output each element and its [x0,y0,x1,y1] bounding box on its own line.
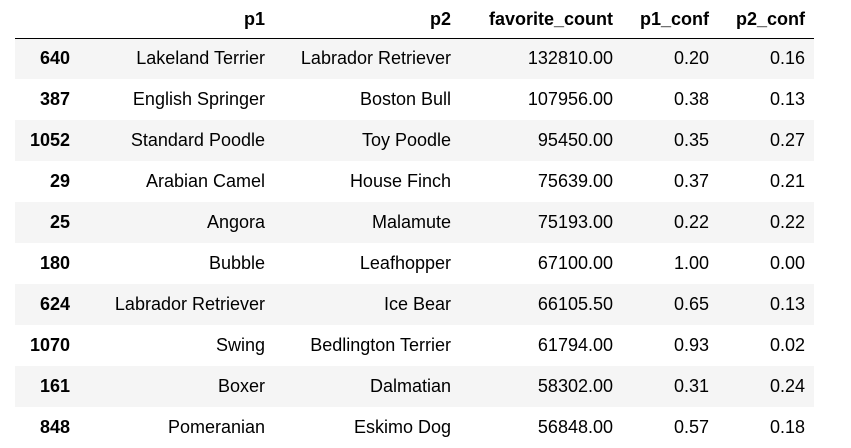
header-p1: p1 [79,0,274,39]
cell-p2-conf: 0.24 [769,376,805,396]
cell-p2: Bedlington Terrier [310,335,451,355]
cell-p1: Labrador Retriever [114,294,265,314]
cell-p1: Pomeranian [167,417,265,437]
row-index: 1052 [29,130,70,150]
cell-p2-conf: 0.18 [769,417,805,437]
table-row: 180 Bubble Leafhopper 67100.00 1.00 0.00 [15,243,814,284]
header-favorite-count: favorite_count [460,0,622,39]
cell-p2-conf: 0.22 [769,212,805,232]
cell-favorite-count: 95450.00 [537,130,613,150]
cell-favorite-count: 58302.00 [537,376,613,396]
cell-p1-conf: 0.38 [673,89,709,109]
cell-p2: Malamute [371,212,451,232]
cell-p1-conf: 0.20 [673,48,709,69]
row-index: 29 [49,171,70,191]
cell-p1-conf: 0.93 [673,335,709,355]
cell-p1-conf: 0.37 [673,171,709,191]
cell-favorite-count: 75193.00 [537,212,613,232]
row-index: 640 [39,48,70,69]
header-p1-conf: p1_conf [622,0,718,39]
cell-p1-conf: 0.65 [673,294,709,314]
cell-p1: Arabian Camel [145,171,265,191]
cell-p2: Eskimo Dog [353,417,451,437]
table-row: 387 English Springer Boston Bull 107956.00 0… [15,79,814,120]
table-body: 640 Lakeland Terrier Labrador Retriever 132… [15,38,814,448]
cell-p1: Standard Poodle [130,130,265,150]
cell-p1-conf: 0.57 [673,417,709,437]
cell-p1-conf: 0.22 [673,212,709,232]
header-index [15,0,79,39]
cell-p2: House Finch [349,171,451,191]
row-index: 180 [39,253,70,273]
cell-p1: English Springer [132,89,265,109]
table-row: 640 Lakeland Terrier Labrador Retriever 132… [15,38,814,79]
cell-p2: Toy Poodle [361,130,451,150]
cell-p1: Boxer [217,376,265,396]
cell-favorite-count: 75639.00 [537,171,613,191]
header-row: p1 p2 favorite_count p1_conf p2_conf [15,0,814,39]
table-row: 1070 Swing Bedlington Terrier 61794.00 0.93 0… [15,325,814,366]
cell-favorite-count: 107956.00 [527,89,613,109]
cell-favorite-count: 66105.50 [537,294,613,314]
table-row: 25 Angora Malamute 75193.00 0.22 0.22 [15,202,814,243]
cell-p2: Ice Bear [383,294,451,314]
table-row: 161 Boxer Dalmatian 58302.00 0.31 0.24 [15,366,814,407]
cell-p1: Lakeland Terrier [136,48,265,69]
cell-p1-conf: 0.35 [673,130,709,150]
cell-favorite-count: 61794.00 [537,335,613,355]
table-row: 624 Labrador Retriever Ice Bear 66105.50 0.6… [15,284,814,325]
cell-p2-conf: 0.16 [769,48,805,69]
cell-p2-conf: 0.21 [769,171,805,191]
table-header: p1 p2 favorite_count p1_conf p2_conf [15,0,814,39]
cell-p2: Boston Bull [359,89,451,109]
row-index: 848 [39,417,70,437]
cell-p2-conf: 0.13 [769,89,805,109]
cell-p1-conf: 0.31 [673,376,709,396]
cell-p1: Bubble [208,253,265,273]
table-row: 29 Arabian Camel House Finch 75639.00 0.37 0.… [15,161,814,202]
cell-p2: Labrador Retriever [300,48,451,69]
cell-p2: Leafhopper [359,253,451,273]
row-index: 1070 [29,335,70,355]
header-p2-conf: p2_conf [718,0,814,39]
cell-p2-conf: 0.13 [769,294,805,314]
cell-p2-conf: 0.02 [769,335,805,355]
row-index: 387 [39,89,70,109]
cell-favorite-count: 67100.00 [537,253,613,273]
cell-favorite-count: 56848.00 [537,417,613,437]
header-p2: p2 [274,0,460,39]
cell-p1: Angora [206,212,265,232]
table-row: 1052 Standard Poodle Toy Poodle 95450.00 0.3… [15,120,814,161]
cell-p1-conf: 1.00 [673,253,709,273]
cell-p2: Dalmatian [369,376,451,396]
dataframe-table: p1 p2 favorite_count p1_conf p2_conf 640… [15,0,814,448]
cell-favorite-count: 132810.00 [527,48,613,69]
table-row: 848 Pomeranian Eskimo Dog 56848.00 0.57 0.18 [15,407,814,448]
row-index: 161 [39,376,70,396]
cell-p2-conf: 0.00 [769,253,805,273]
cell-p2-conf: 0.27 [769,130,805,150]
cell-p1: Swing [215,335,265,355]
row-index: 624 [39,294,70,314]
row-index: 25 [49,212,70,232]
